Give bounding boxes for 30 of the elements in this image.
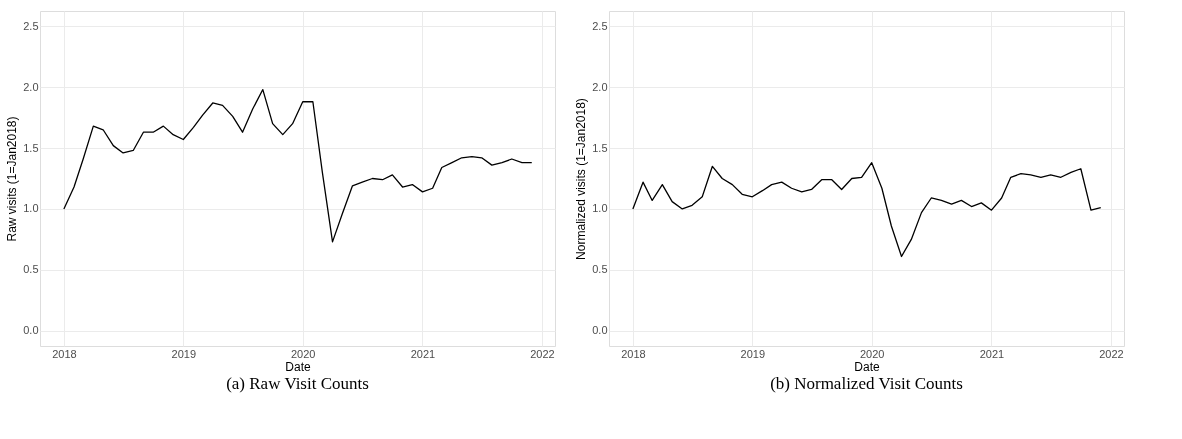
y-tick-label: 2.5 — [23, 19, 39, 32]
x-tick-label: 2018 — [52, 347, 77, 360]
y-tick-label: 0.0 — [23, 324, 39, 337]
x-tick-label: 2020 — [290, 347, 316, 360]
x-tick-label: 2021 — [979, 347, 1005, 360]
y-tick-label: 2.0 — [23, 80, 39, 93]
y-tick-label: 1.5 — [23, 141, 39, 154]
x-axis-title: Date — [285, 359, 311, 374]
x-tick-label: 2018 — [621, 347, 646, 360]
y-axis-title: Normalized visits (1=Jan2018) — [574, 98, 589, 260]
x-tick-label: 2020 — [859, 347, 885, 360]
y-tick-label: 0.5 — [592, 263, 608, 276]
y-axis-title: Raw visits (1=Jan2018) — [5, 116, 20, 242]
x-tick-label: 2019 — [171, 347, 197, 360]
x-tick-label: 2021 — [410, 347, 436, 360]
y-tick-label: 0.0 — [592, 324, 608, 337]
x-tick-label: 2022 — [1099, 347, 1124, 360]
text: (b) Normalized Visit Counts — [770, 374, 963, 393]
y-tick-label: 1.0 — [23, 202, 39, 215]
y-tick-label: 2.0 — [592, 80, 608, 93]
y-tick-label: 0.5 — [23, 263, 39, 276]
x-axis-title: Date — [854, 359, 880, 374]
text: (a) Raw Visit Counts — [226, 374, 369, 393]
line-series — [63, 88, 533, 243]
x-tick-label: 2019 — [740, 347, 766, 360]
line-series — [632, 162, 1102, 258]
y-tick-label: 1.5 — [592, 141, 608, 154]
y-tick-label: 1.0 — [592, 202, 608, 215]
y-tick-label: 2.5 — [592, 19, 608, 32]
x-tick-label: 2022 — [530, 347, 555, 360]
